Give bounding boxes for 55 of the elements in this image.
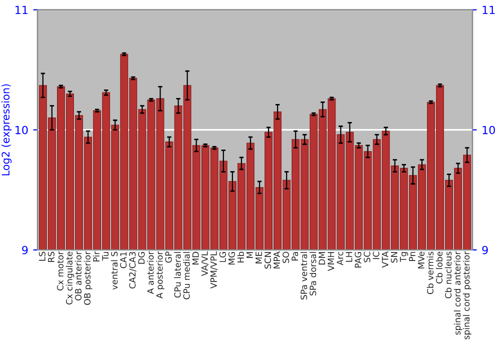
x-tick-label: Tg	[400, 252, 408, 262]
x-tick-label: ventral S	[110, 252, 118, 290]
x-tick-label: M	[246, 252, 253, 258]
x-tick-label: spinal cord posterior	[462, 251, 472, 340]
x-tick-label: Pa	[292, 252, 298, 261]
x-tick-label: VA/VL	[201, 251, 209, 276]
x-tick-label: VTA	[382, 251, 388, 268]
x-tick-label: CA2/CA3	[129, 252, 136, 288]
y-tick-label: 10	[16, 126, 28, 134]
x-tick-label: Cx cingulate	[66, 252, 74, 305]
x-tick-label: SPa ventral	[300, 252, 308, 300]
x-tick-label: CPu medial	[183, 252, 190, 300]
y-tick-label: 9	[22, 246, 28, 254]
x-tick-label: Cb lobe	[436, 252, 443, 284]
x-tick-label: DG	[138, 252, 145, 264]
y-tick-label: 11	[16, 6, 28, 14]
x-tick-label: Pn	[409, 252, 416, 261]
y2-tick-label: 9	[482, 246, 488, 254]
x-tick-label: LH	[346, 252, 352, 262]
x-tick-label: SC	[364, 252, 370, 262]
x-tick-label: Hb	[237, 252, 244, 262]
x-tick-label: Cb nucleus	[444, 252, 452, 298]
x-tick-label: SN	[390, 252, 398, 263]
x-tick-label: Pir	[92, 251, 100, 262]
x-tick-label: IC	[372, 252, 380, 259]
x-tick-label: ME	[256, 252, 262, 264]
x-tick-label: OB anterior	[74, 251, 82, 300]
x-tick-label: PAG	[354, 252, 362, 268]
x-tick-label: SCN	[264, 252, 272, 269]
x-tick-label: MPA	[274, 251, 280, 268]
x-tick-label: Cx motor	[56, 251, 64, 290]
x-tick-label: CA1	[120, 252, 127, 268]
x-tick-label: Tu	[102, 252, 109, 261]
x-tick-label: LG	[219, 252, 226, 262]
x-tick-label: DM	[318, 252, 326, 265]
x-tick-label: SO	[282, 252, 290, 263]
x-tick-label: spinal cord anterior	[454, 251, 462, 335]
x-tick-label: A anterior	[147, 251, 154, 294]
x-tick-label: VMH	[328, 252, 334, 272]
x-tick-label: MVe	[418, 252, 424, 268]
x-tick-label: A posterior	[156, 251, 164, 298]
y-axis-title: Log2 (expression)	[1, 84, 12, 176]
x-tick-label: OB posterior	[84, 251, 92, 305]
x-tick-label: Cb vermis	[426, 252, 434, 294]
x-tick-label: SPa dorsal	[309, 252, 316, 296]
x-tick-label: GP	[165, 252, 172, 263]
x-tick-label: MG	[228, 252, 235, 265]
y2-tick-label: 11	[482, 6, 495, 14]
y2-tick-label: 10	[482, 126, 495, 134]
x-tick-label: CPu lateral	[174, 252, 181, 298]
x-tick-label: LS	[38, 252, 46, 261]
x-tick-label: Arc	[336, 252, 344, 266]
x-tick-label: MD	[192, 252, 199, 265]
x-tick-label: VPM/VPL	[210, 251, 218, 289]
x-tick-label: RS	[48, 252, 54, 262]
